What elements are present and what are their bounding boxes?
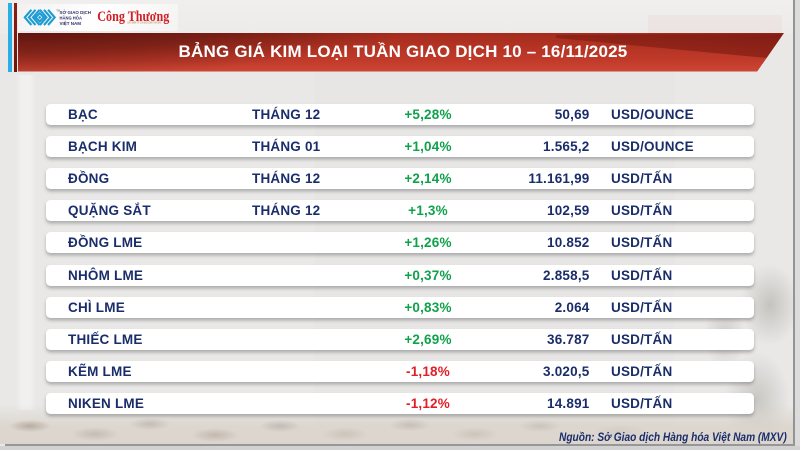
svg-text:HÀNG HÓA: HÀNG HÓA <box>60 13 83 21</box>
svg-text:TM: TM <box>56 8 60 12</box>
svg-text:VIỆT NAM: VIỆT NAM <box>60 18 82 26</box>
svg-text:Công Thương: Công Thương <box>97 9 170 25</box>
svg-text:SỞ GIAO DỊCH: SỞ GIAO DỊCH <box>60 8 92 15</box>
svg-text:BÁO ĐIỆN TỬ CỦA BỘ CÔNG THƯƠNG: BÁO ĐIỆN TỬ CỦA BỘ CÔNG THƯƠNG <box>128 19 162 24</box>
